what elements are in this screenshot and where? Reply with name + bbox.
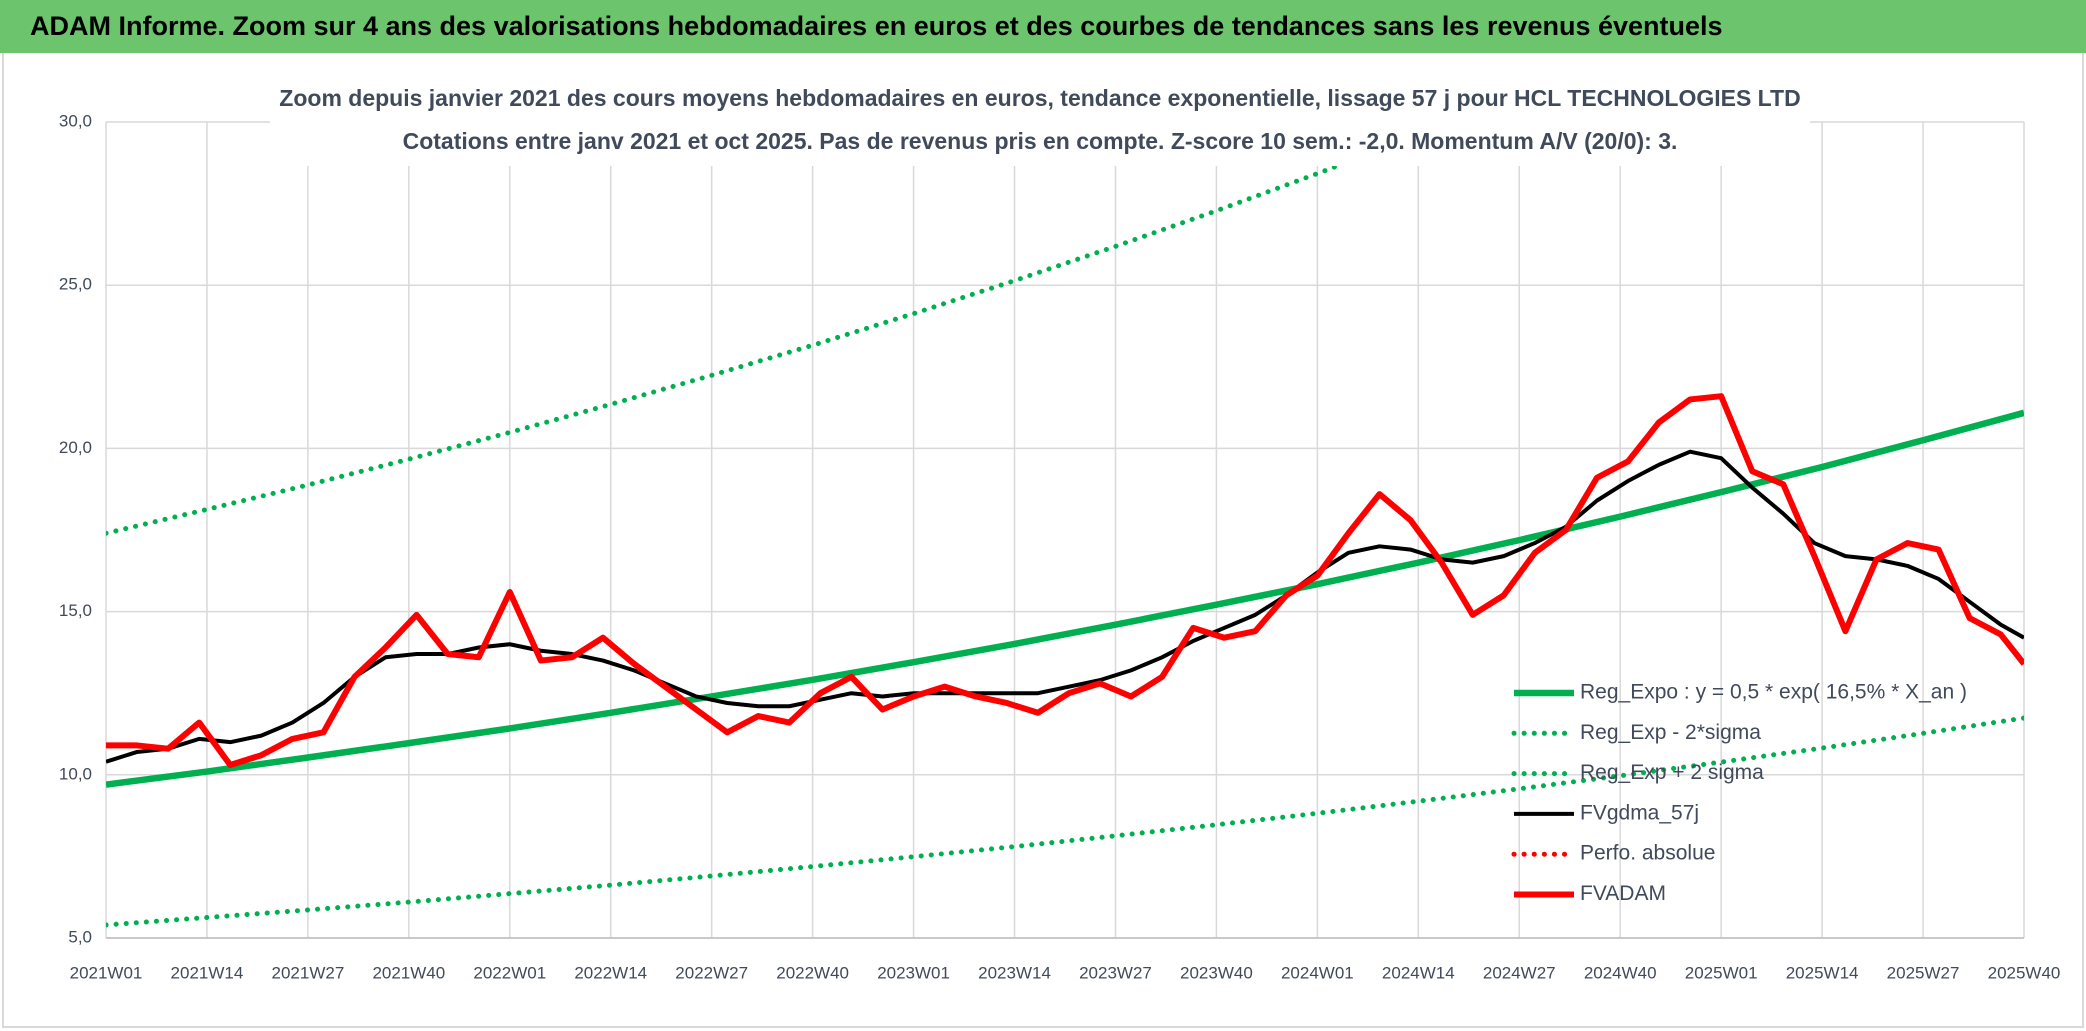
x-tick-label: 2024W14 bbox=[1382, 963, 1455, 982]
series-line bbox=[106, 449, 2024, 764]
y-tick-label: 5,0 bbox=[68, 927, 92, 946]
x-tick-label: 2021W01 bbox=[70, 963, 143, 982]
legend: Reg_Expo : y = 0,5 * exp( 16,5% * X_an )… bbox=[1511, 681, 1967, 905]
x-tick-label: 2023W27 bbox=[1079, 963, 1152, 982]
y-tick-label: 20,0 bbox=[59, 438, 92, 457]
y-tick-label: 10,0 bbox=[59, 764, 92, 783]
x-tick-label: 2025W14 bbox=[1786, 963, 1859, 982]
series-line bbox=[106, 409, 2024, 788]
x-tick-label: 2021W40 bbox=[372, 963, 445, 982]
x-tick-label: 2022W01 bbox=[473, 963, 546, 982]
y-tick-label: 25,0 bbox=[59, 275, 92, 294]
x-tick-label: 2022W40 bbox=[776, 963, 849, 982]
x-tick-label: 2022W27 bbox=[675, 963, 748, 982]
x-tick-label: 2023W40 bbox=[1180, 963, 1253, 982]
x-tick-label: 2023W01 bbox=[877, 963, 950, 982]
legend-label: Perfo. absolue bbox=[1580, 842, 1715, 865]
axes: 5,0 10,0 15,0 20,0 25,0 30,0 2021W01 2021W14 202… bbox=[59, 111, 2060, 982]
x-tick-label: 2023W14 bbox=[978, 963, 1051, 982]
chart-subtitle: Cotations entre janv 2021 et oct 2025. P… bbox=[403, 128, 1678, 154]
header-bar bbox=[0, 0, 2086, 53]
header-title: ADAM Informe. Zoom sur 4 ans des valoris… bbox=[30, 11, 1723, 41]
legend-label: Reg_Exp - 2*sigma bbox=[1580, 721, 1761, 744]
x-tick-label: 2025W27 bbox=[1887, 963, 1960, 982]
legend-label: Reg_Expo : y = 0,5 * exp( 16,5% * X_an ) bbox=[1580, 681, 1967, 704]
legend-label: FVADAM bbox=[1580, 882, 1666, 905]
plot bbox=[106, 122, 2024, 928]
x-tick-label: 2025W01 bbox=[1685, 963, 1758, 982]
x-tick-label: 2022W14 bbox=[574, 963, 647, 982]
legend-label: Reg_Exp + 2 sigma bbox=[1580, 761, 1764, 784]
x-tick-label: 2021W14 bbox=[171, 963, 244, 982]
y-tick-label: 15,0 bbox=[59, 601, 92, 620]
legend-label: FVgdma_57j bbox=[1580, 801, 1699, 824]
x-tick-label: 2021W27 bbox=[272, 963, 345, 982]
series-line bbox=[106, 715, 2024, 928]
chart-title: Zoom depuis janvier 2021 des cours moyen… bbox=[279, 85, 1800, 111]
y-tick-label: 30,0 bbox=[59, 111, 92, 130]
title-box bbox=[270, 80, 1810, 166]
x-tick-label: 2024W01 bbox=[1281, 963, 1354, 982]
x-tick-label: 2024W40 bbox=[1584, 963, 1657, 982]
series-line bbox=[106, 393, 2024, 769]
x-tick-label: 2024W27 bbox=[1483, 963, 1556, 982]
x-tick-label: 2025W40 bbox=[1988, 963, 2061, 982]
